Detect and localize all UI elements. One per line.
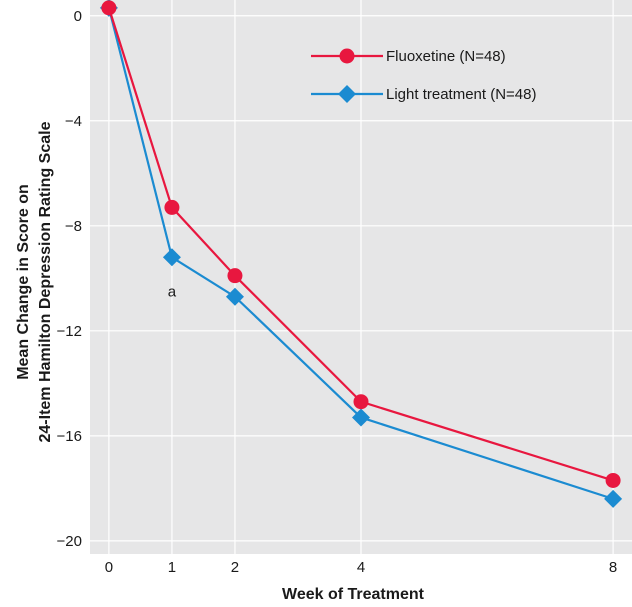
series-group [99,0,623,508]
y-tick-label: −4 [65,113,82,130]
y-tick-label: −12 [57,323,82,340]
legend-item: Fluoxetine (N=48) [311,48,506,65]
y-tick-label: −8 [65,218,82,235]
x-tick-label: 4 [357,559,365,576]
y-tick-label: −16 [57,428,82,445]
x-tick-label: 1 [168,559,176,576]
y-tick-label: 0 [74,8,82,25]
legend-label: Light treatment (N=48) [386,86,537,103]
x-axis-ticks: 0 1 2 4 8 [105,559,618,576]
y-axis-ticks: 0 −4 −8 −12 −16 −20 [57,8,82,550]
series-fluoxetine [101,0,621,488]
legend-label: Fluoxetine (N=48) [386,48,506,65]
legend: Fluoxetine (N=48) Light treatment (N=48) [311,48,537,103]
data-point-marker [225,287,244,306]
x-tick-label: 2 [231,559,239,576]
annotations: a [168,283,177,300]
y-axis-title-line1: Mean Change in Score on [15,184,32,380]
legend-item: Light treatment (N=48) [311,85,537,103]
legend-marker [339,48,355,64]
data-point-marker [162,248,181,267]
data-point-marker [605,472,621,488]
data-point-marker [164,199,180,215]
grid [90,0,632,554]
data-point-marker [353,394,369,410]
data-point-marker [227,268,243,284]
x-tick-label: 0 [105,559,113,576]
legend-marker [338,85,356,103]
annotation-label: a [168,283,177,300]
y-axis-title-line2: 24-Item Hamilton Depression Rating Scale [37,121,54,442]
x-axis-title: Week of Treatment [282,586,425,603]
series-light-treatment [99,0,623,508]
y-tick-label: −20 [57,533,82,550]
data-point-marker [352,408,370,427]
data-point-marker [101,0,117,16]
x-tick-label: 8 [609,559,617,576]
data-point-marker [604,489,623,508]
